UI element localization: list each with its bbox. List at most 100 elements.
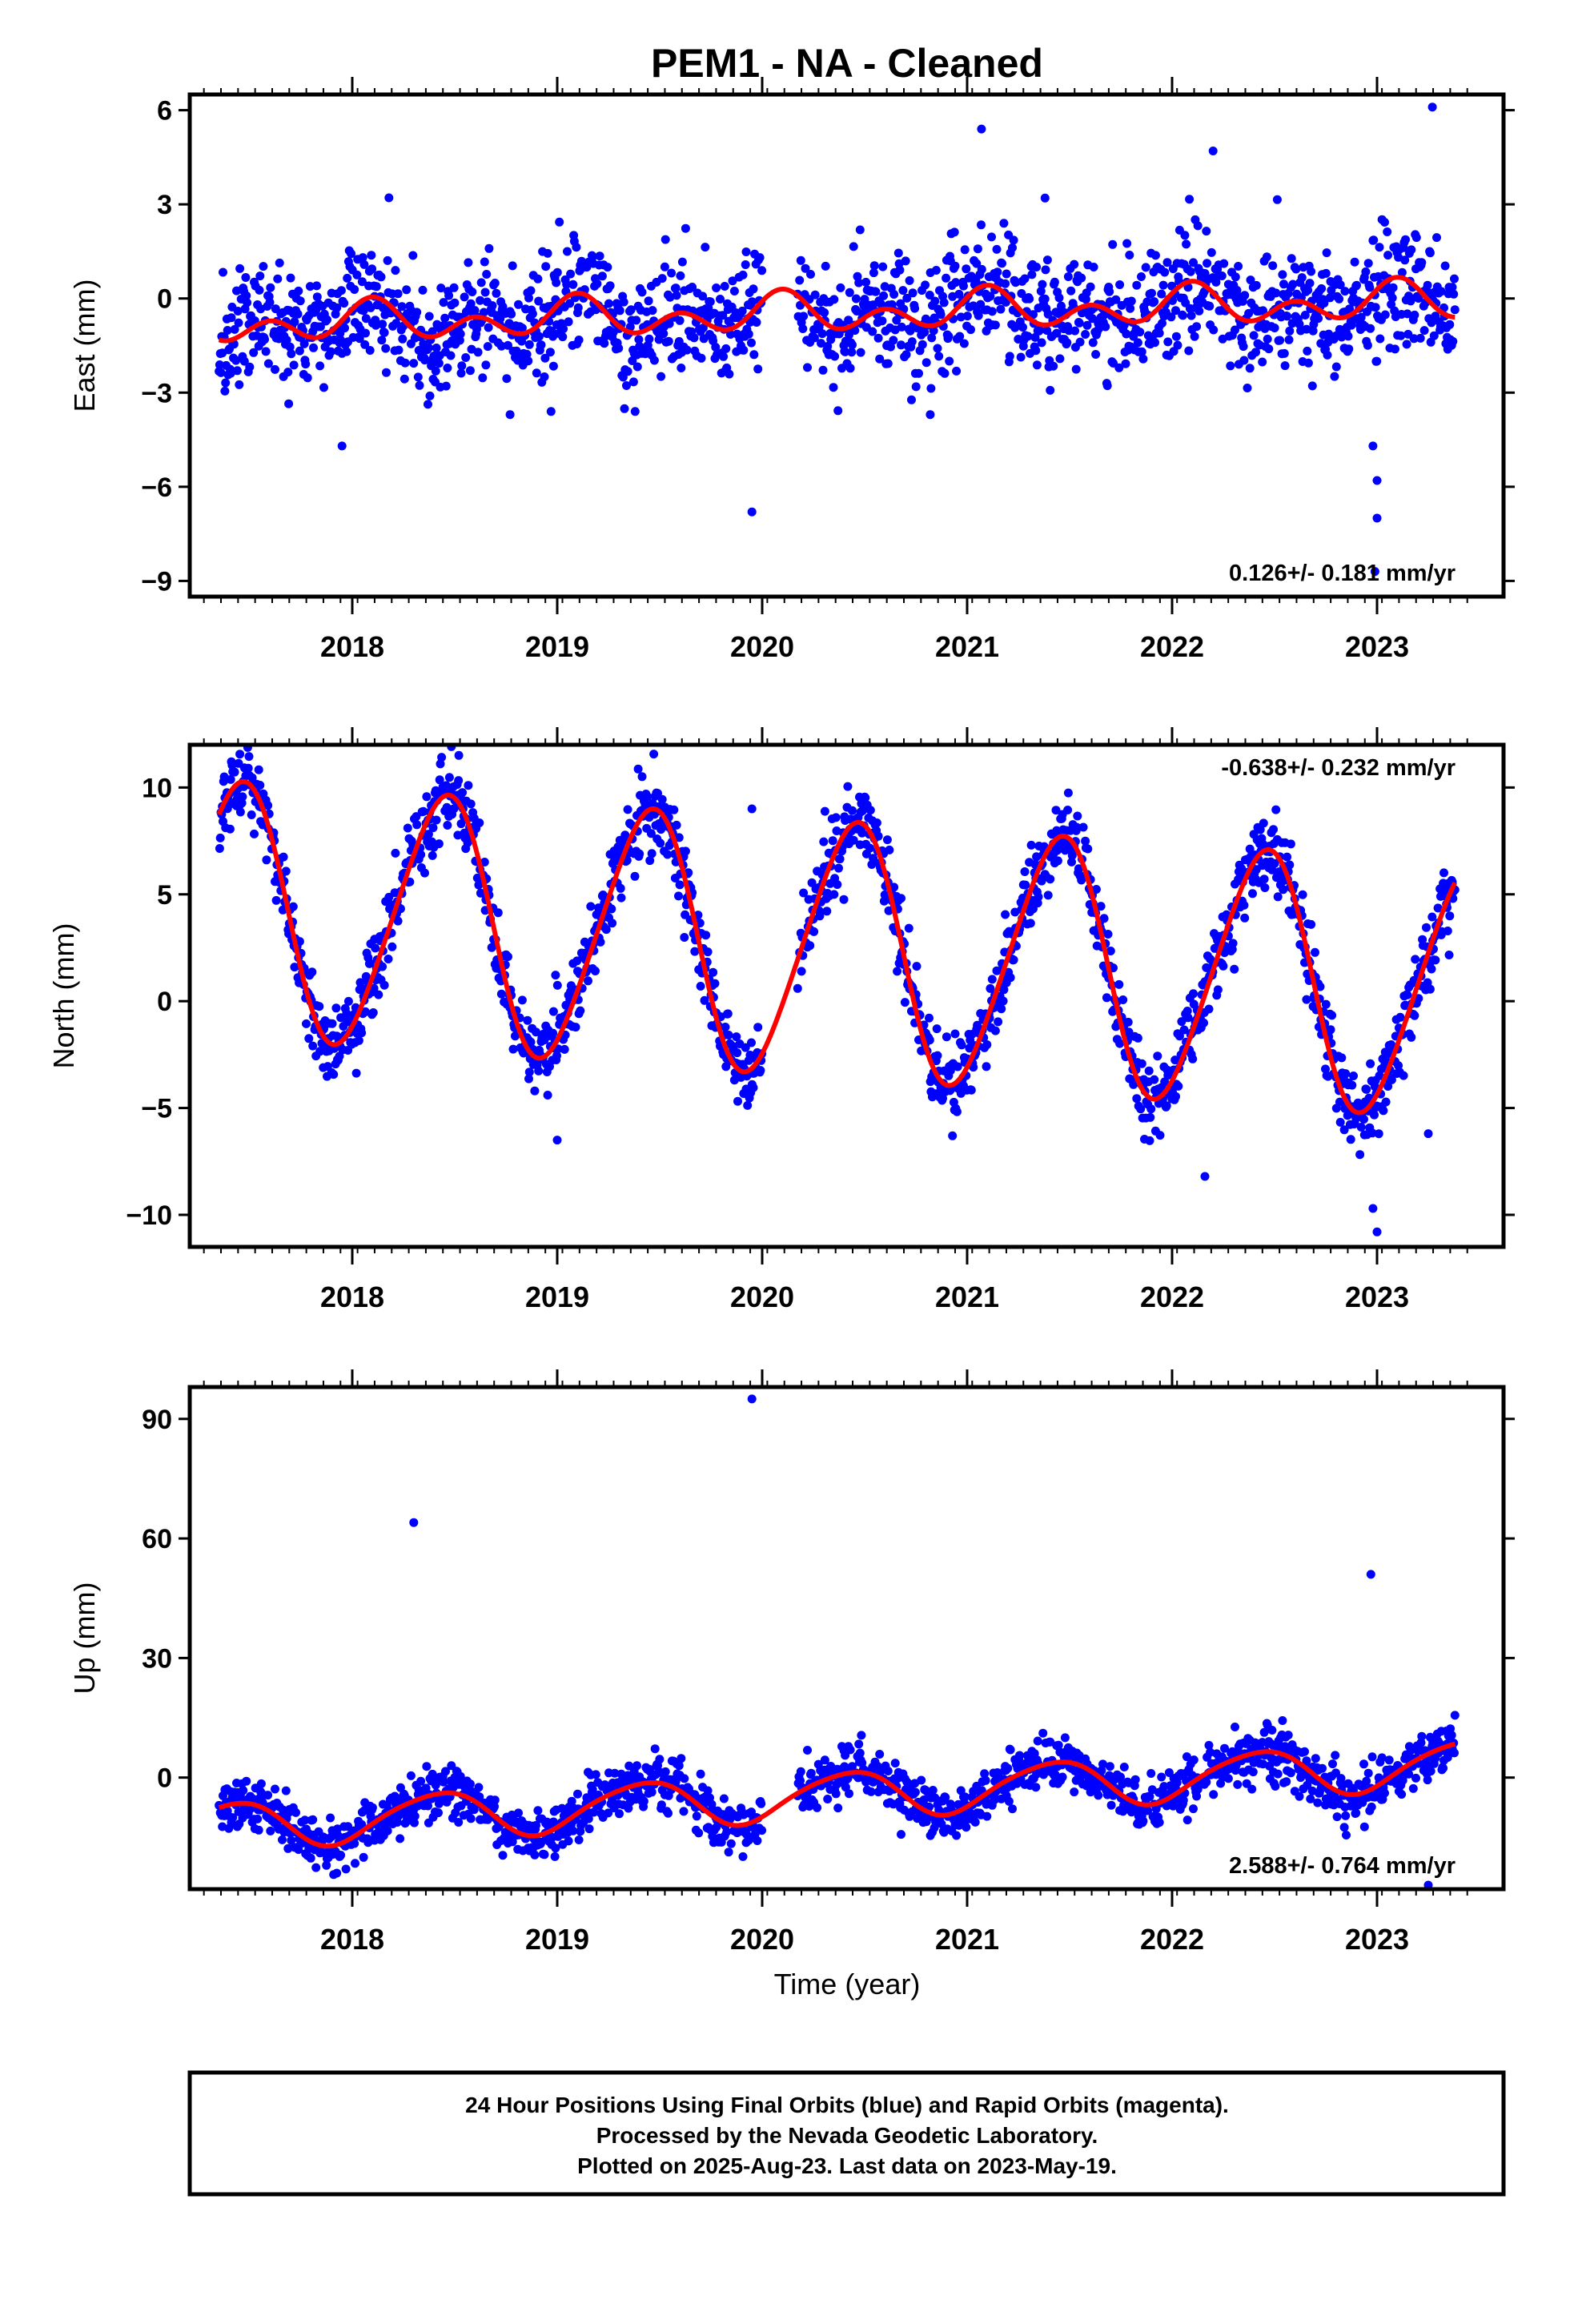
east-point	[936, 310, 946, 320]
east-point	[1249, 331, 1259, 340]
north-point	[1021, 880, 1030, 890]
east-point	[973, 244, 982, 254]
north-point	[999, 985, 1009, 995]
north-point	[829, 890, 839, 899]
east-point	[1054, 293, 1064, 303]
north-point	[1228, 939, 1238, 948]
north-point	[828, 836, 837, 846]
north-point	[987, 975, 997, 984]
east-point	[290, 317, 299, 327]
north-point	[247, 773, 257, 782]
east-point	[220, 386, 230, 396]
north-xtick-label: 2020	[730, 1281, 794, 1313]
north-point	[1311, 947, 1319, 957]
up-point	[674, 1761, 684, 1771]
east-point	[1029, 310, 1038, 320]
east-point	[1018, 323, 1027, 332]
up-point	[439, 1777, 448, 1787]
east-point	[1203, 259, 1212, 268]
up-point	[281, 1786, 291, 1795]
east-point	[878, 262, 888, 271]
east-point	[1219, 259, 1229, 268]
north-point	[1321, 999, 1331, 1009]
east-point	[221, 378, 231, 388]
east-point	[1207, 247, 1216, 257]
east-outlier-point	[1372, 513, 1382, 523]
north-point	[508, 1044, 518, 1054]
east-point	[939, 298, 949, 308]
east-xtick-label: 2023	[1345, 630, 1409, 663]
east-point	[379, 328, 389, 337]
north-point	[633, 764, 643, 774]
east-point	[895, 265, 905, 275]
east-point	[476, 278, 486, 287]
east-outlier-point	[1368, 441, 1378, 451]
east-point	[1305, 279, 1315, 288]
up-point	[490, 1795, 500, 1805]
north-point	[957, 1040, 966, 1050]
north-point	[517, 995, 527, 1005]
north-point	[681, 846, 690, 856]
north-point	[548, 1028, 558, 1038]
east-point	[1163, 337, 1173, 347]
north-point	[1315, 982, 1325, 991]
east-point	[488, 301, 497, 311]
east-point	[347, 249, 356, 259]
east-point	[1259, 306, 1267, 316]
east-point	[260, 335, 269, 344]
up-point	[474, 1783, 484, 1792]
north-point	[882, 835, 892, 845]
east-point	[301, 360, 311, 369]
east-point	[1008, 243, 1017, 252]
east-point	[1330, 372, 1339, 381]
north-point	[1177, 1017, 1186, 1027]
up-point	[242, 1776, 251, 1786]
east-point	[809, 333, 819, 343]
up-point	[465, 1779, 475, 1789]
east-point	[424, 400, 432, 409]
east-point	[851, 294, 861, 304]
north-point	[1132, 1094, 1142, 1104]
east-point	[574, 336, 584, 344]
east-point	[444, 291, 454, 300]
north-point	[254, 765, 263, 774]
up-point	[574, 1835, 584, 1844]
east-xtick-label: 2019	[525, 630, 589, 663]
east-point	[974, 311, 983, 320]
east-point	[950, 227, 959, 237]
east-point	[1150, 338, 1159, 348]
east-point	[875, 354, 885, 364]
east-point	[1154, 328, 1164, 338]
east-point	[540, 372, 549, 381]
east-point	[1055, 354, 1065, 364]
east-point	[1371, 303, 1380, 312]
east-point	[245, 362, 255, 372]
up-point	[1193, 1784, 1203, 1794]
north-axis-title: North (mm)	[47, 923, 80, 1069]
up-point	[514, 1808, 523, 1818]
east-point	[1375, 243, 1384, 252]
east-point	[697, 353, 706, 363]
north-point	[230, 767, 239, 777]
east-point	[1308, 326, 1318, 336]
east-point	[1448, 336, 1458, 346]
east-point	[533, 274, 543, 283]
east-point	[990, 320, 1000, 330]
up-point	[639, 1796, 648, 1806]
east-point	[820, 308, 829, 317]
east-point	[1432, 233, 1441, 243]
north-point	[1248, 889, 1257, 899]
north-point	[849, 835, 858, 845]
north-point	[672, 820, 681, 830]
east-point	[543, 248, 552, 258]
east-point	[1137, 347, 1146, 356]
east-point	[528, 309, 537, 319]
east-point	[1270, 324, 1279, 332]
up-point	[1206, 1747, 1215, 1757]
east-point	[1137, 272, 1146, 281]
east-point	[677, 257, 687, 267]
east-point	[1264, 344, 1274, 354]
north-point	[1174, 1081, 1183, 1091]
